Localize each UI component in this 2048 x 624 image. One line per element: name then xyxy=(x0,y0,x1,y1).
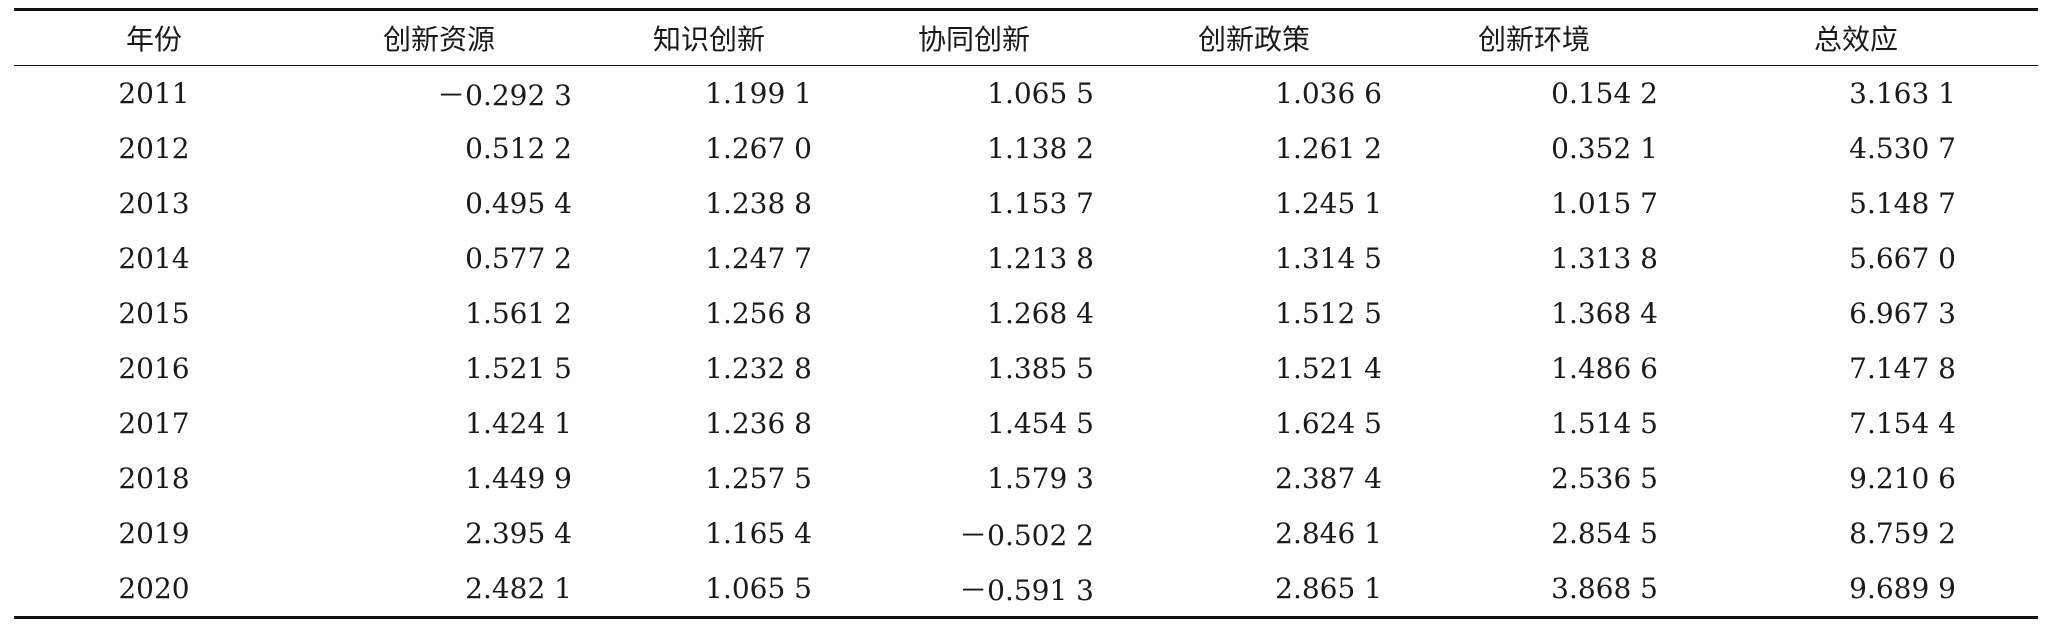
table-row: 2020 2.482 1 1.065 5 －0.591 3 2.865 1 3.868 5… xyxy=(14,561,2038,618)
cell-year: 2019 xyxy=(118,517,190,550)
cell-value: 1.368 4 xyxy=(1551,297,1658,330)
cell-value: 1.165 4 xyxy=(705,517,812,550)
cell-value: 5.148 7 xyxy=(1849,187,1956,220)
cell-year: 2014 xyxy=(118,242,190,275)
table-row: 2017 1.424 1 1.236 8 1.454 5 1.624 5 1.514 5 7… xyxy=(14,396,2038,451)
cell-value: 1.065 5 xyxy=(705,572,812,605)
cell-value: 2.482 1 xyxy=(465,572,572,605)
cell-value: 2.387 4 xyxy=(1275,462,1382,495)
cell-value: －0.292 3 xyxy=(437,78,572,112)
cell-value: 1.256 8 xyxy=(705,297,812,330)
cell-value: 7.154 4 xyxy=(1849,407,1956,440)
table-row: 2014 0.577 2 1.247 7 1.213 8 1.314 5 1.313 8 5… xyxy=(14,231,2038,286)
cell-value: 2.854 5 xyxy=(1551,517,1658,550)
cell-value: 1.213 8 xyxy=(987,242,1094,275)
table-row: 2018 1.449 9 1.257 5 1.579 3 2.387 4 2.536 5 9… xyxy=(14,451,2038,506)
cell-value: 6.967 3 xyxy=(1849,297,1956,330)
cell-value: 0.154 2 xyxy=(1551,77,1658,110)
header-innovation-policy: 创新政策 xyxy=(1197,23,1310,56)
cell-value: 1.486 6 xyxy=(1551,352,1658,385)
cell-year: 2011 xyxy=(118,77,190,110)
table-row: 2012 0.512 2 1.267 0 1.138 2 1.261 2 0.352 1 4… xyxy=(14,121,2038,176)
cell-value: 3.163 1 xyxy=(1849,77,1956,110)
cell-value: 2.395 4 xyxy=(465,517,572,550)
cell-value: 1.512 5 xyxy=(1275,297,1382,330)
effects-table-container: 年份 创新资源 知识创新 协同创新 创新政策 创新环境 总效应 2011 －0.2… xyxy=(14,8,2038,619)
cell-value: 8.759 2 xyxy=(1849,517,1956,550)
cell-value: 1.199 1 xyxy=(705,77,812,110)
cell-year: 2020 xyxy=(118,572,190,605)
cell-value: 4.530 7 xyxy=(1849,132,1956,165)
cell-value: 1.232 8 xyxy=(705,352,812,385)
cell-year: 2017 xyxy=(118,407,190,440)
cell-value: 0.495 4 xyxy=(465,187,572,220)
table-body: 2011 －0.292 3 1.199 1 1.065 5 1.036 6 0.154 2… xyxy=(14,66,2038,618)
cell-year: 2012 xyxy=(118,132,190,165)
cell-year: 2013 xyxy=(118,187,190,220)
cell-value: 1.521 5 xyxy=(465,352,572,385)
cell-value: 7.147 8 xyxy=(1849,352,1956,385)
cell-value: 2.865 1 xyxy=(1275,572,1382,605)
cell-value: 1.385 5 xyxy=(987,352,1094,385)
cell-value: 1.065 5 xyxy=(987,77,1094,110)
table-row: 2013 0.495 4 1.238 8 1.153 7 1.245 1 1.015 7 5… xyxy=(14,176,2038,231)
cell-value: 1.238 8 xyxy=(705,187,812,220)
table-row: 2015 1.561 2 1.256 8 1.268 4 1.512 5 1.368 4 6… xyxy=(14,286,2038,341)
header-collaborative-innovation: 协同创新 xyxy=(917,23,1030,56)
cell-value: 1.521 4 xyxy=(1275,352,1382,385)
cell-value: 1.138 2 xyxy=(987,132,1094,165)
header-innovation-resources: 创新资源 xyxy=(382,23,495,56)
cell-value: 0.577 2 xyxy=(465,242,572,275)
cell-year: 2015 xyxy=(118,297,190,330)
table-row: 2019 2.395 4 1.165 4 －0.502 2 2.846 1 2.854 5… xyxy=(14,506,2038,561)
cell-value: 1.267 0 xyxy=(705,132,812,165)
cell-value: 1.514 5 xyxy=(1551,407,1658,440)
cell-year: 2018 xyxy=(118,462,190,495)
header-knowledge-innovation: 知识创新 xyxy=(652,23,765,56)
header-innovation-environment: 创新环境 xyxy=(1477,23,1590,56)
cell-value: 1.268 4 xyxy=(987,297,1094,330)
cell-value: 5.667 0 xyxy=(1849,242,1956,275)
cell-value: 1.261 2 xyxy=(1275,132,1382,165)
cell-value: 1.454 5 xyxy=(987,407,1094,440)
cell-value: 1.313 8 xyxy=(1551,242,1658,275)
table-row: 2016 1.521 5 1.232 8 1.385 5 1.521 4 1.486 6 7… xyxy=(14,341,2038,396)
cell-value: 1.561 2 xyxy=(465,297,572,330)
cell-value: 1.015 7 xyxy=(1551,187,1658,220)
cell-year: 2016 xyxy=(118,352,190,385)
cell-value: 1.236 8 xyxy=(705,407,812,440)
cell-value: 1.257 5 xyxy=(705,462,812,495)
cell-value: 0.352 1 xyxy=(1551,132,1658,165)
effects-table: 年份 创新资源 知识创新 协同创新 创新政策 创新环境 总效应 2011 －0.2… xyxy=(14,8,2038,619)
header-year: 年份 xyxy=(125,23,182,56)
cell-value: 1.153 7 xyxy=(987,187,1094,220)
cell-value: －0.591 3 xyxy=(959,573,1094,607)
cell-value: 0.512 2 xyxy=(465,132,572,165)
cell-value: 3.868 5 xyxy=(1551,572,1658,605)
cell-value: 1.314 5 xyxy=(1275,242,1382,275)
table-row: 2011 －0.292 3 1.199 1 1.065 5 1.036 6 0.154 2… xyxy=(14,66,2038,122)
cell-value: －0.502 2 xyxy=(959,518,1094,552)
table-header-row: 年份 创新资源 知识创新 协同创新 创新政策 创新环境 总效应 xyxy=(14,9,2038,66)
cell-value: 1.036 6 xyxy=(1275,77,1382,110)
cell-value: 1.245 1 xyxy=(1275,187,1382,220)
cell-value: 9.689 9 xyxy=(1849,572,1956,605)
cell-value: 2.536 5 xyxy=(1551,462,1658,495)
header-total-effect: 总效应 xyxy=(1813,23,1898,56)
cell-value: 1.449 9 xyxy=(465,462,572,495)
cell-value: 1.579 3 xyxy=(987,462,1094,495)
cell-value: 1.424 1 xyxy=(465,407,572,440)
cell-value: 2.846 1 xyxy=(1275,517,1382,550)
cell-value: 1.624 5 xyxy=(1275,407,1382,440)
cell-value: 1.247 7 xyxy=(705,242,812,275)
cell-value: 9.210 6 xyxy=(1849,462,1956,495)
